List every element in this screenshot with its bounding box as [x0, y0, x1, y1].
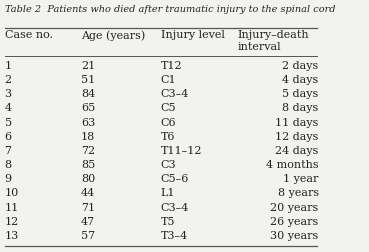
Text: 65: 65 [81, 103, 95, 113]
Text: T12: T12 [161, 61, 182, 71]
Text: 13: 13 [4, 231, 19, 241]
Text: 4 months: 4 months [266, 160, 319, 170]
Text: 47: 47 [81, 217, 95, 227]
Text: 7: 7 [4, 146, 11, 156]
Text: 57: 57 [81, 231, 95, 241]
Text: 8 days: 8 days [282, 103, 319, 113]
Text: T6: T6 [161, 132, 175, 142]
Text: L1: L1 [161, 188, 175, 198]
Text: 4 days: 4 days [282, 75, 319, 85]
Text: 84: 84 [81, 89, 95, 99]
Text: C3: C3 [161, 160, 176, 170]
Text: 5 days: 5 days [282, 89, 319, 99]
Text: 71: 71 [81, 203, 95, 213]
Text: C5: C5 [161, 103, 176, 113]
Text: 24 days: 24 days [275, 146, 319, 156]
Text: 11: 11 [4, 203, 19, 213]
Text: 1: 1 [4, 61, 12, 71]
Text: Injury level: Injury level [161, 30, 225, 40]
Text: C3–4: C3–4 [161, 203, 189, 213]
Text: 6: 6 [4, 132, 12, 142]
Text: 51: 51 [81, 75, 95, 85]
Text: 5: 5 [4, 117, 12, 128]
Text: 2: 2 [4, 75, 12, 85]
Text: Injury–death
interval: Injury–death interval [237, 30, 309, 52]
Text: 44: 44 [81, 188, 95, 198]
Text: 30 years: 30 years [270, 231, 319, 241]
Text: 11 days: 11 days [275, 117, 319, 128]
Text: 3: 3 [4, 89, 12, 99]
Text: C6: C6 [161, 117, 176, 128]
Text: 63: 63 [81, 117, 95, 128]
Text: Table 2  Patients who died after traumatic injury to the spinal cord: Table 2 Patients who died after traumati… [4, 5, 335, 14]
Text: 1 year: 1 year [283, 174, 319, 184]
Text: 10: 10 [4, 188, 19, 198]
Text: 8 years: 8 years [277, 188, 319, 198]
Text: 8: 8 [4, 160, 12, 170]
Text: 72: 72 [81, 146, 95, 156]
Text: 85: 85 [81, 160, 95, 170]
Text: 12: 12 [4, 217, 19, 227]
Text: T3–4: T3–4 [161, 231, 188, 241]
Text: C5–6: C5–6 [161, 174, 189, 184]
Text: C1: C1 [161, 75, 176, 85]
Text: C3–4: C3–4 [161, 89, 189, 99]
Text: T11–12: T11–12 [161, 146, 202, 156]
Text: 4: 4 [4, 103, 12, 113]
Text: 9: 9 [4, 174, 12, 184]
Text: Case no.: Case no. [4, 30, 52, 40]
Text: 2 days: 2 days [282, 61, 319, 71]
Text: 12 days: 12 days [275, 132, 319, 142]
Text: 80: 80 [81, 174, 95, 184]
Text: 26 years: 26 years [270, 217, 319, 227]
Text: 21: 21 [81, 61, 95, 71]
Text: T5: T5 [161, 217, 175, 227]
Text: 20 years: 20 years [270, 203, 319, 213]
Text: 18: 18 [81, 132, 95, 142]
Text: Age (years): Age (years) [81, 30, 145, 41]
